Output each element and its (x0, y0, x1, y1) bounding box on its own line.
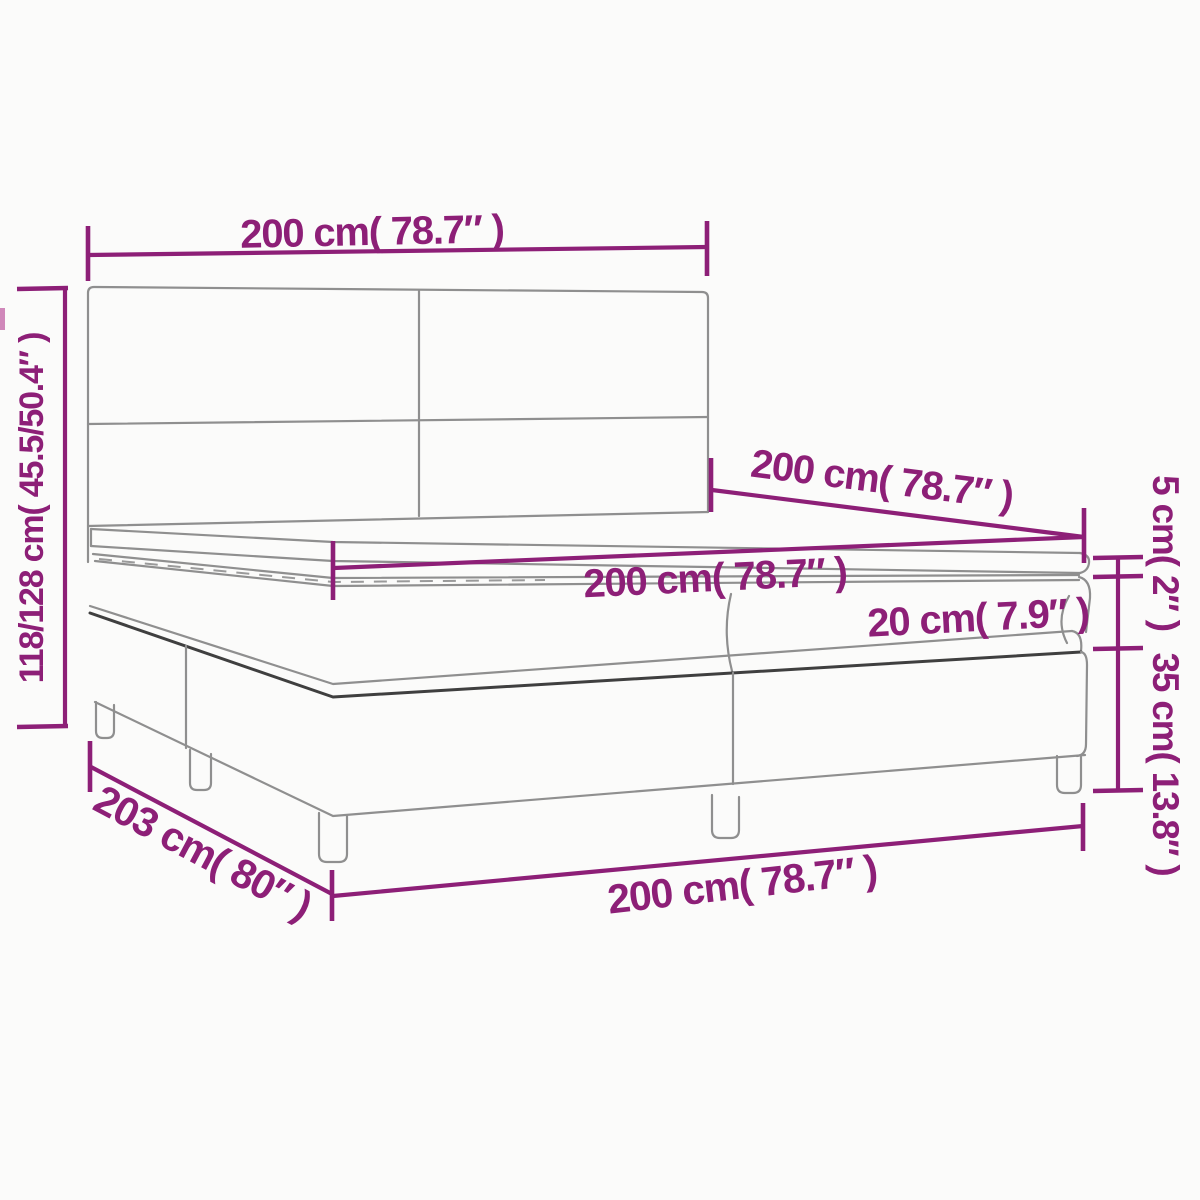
dim-bed-depth: 203 cm( 80″ ) (87, 741, 333, 929)
dim-line (332, 823, 1084, 899)
dim-tick (1092, 554, 1144, 561)
mattress-right-corner (1070, 629, 1083, 653)
dim-tick (16, 285, 69, 292)
dim-right-bracket: 5 cm( 2″ ) 35 cm( 13.8″ ) (1092, 475, 1186, 876)
dim-tick (16, 723, 69, 730)
base-top-edge (88, 611, 1083, 699)
dim-tick (1092, 645, 1144, 652)
dim-line (333, 534, 1085, 571)
bed-leg (1055, 754, 1083, 795)
dim-label-bed-depth: 203 cm( 80″ ) (87, 776, 319, 929)
bed-legs (94, 700, 1083, 864)
mattress-front-seam (725, 592, 734, 673)
headboard-mattress-junction (86, 510, 710, 528)
box-spring-base (88, 611, 1089, 818)
dim-label-topper-height: 5 cm( 2″ ) (1145, 475, 1186, 631)
dim-line (87, 244, 708, 258)
bed-leg (94, 700, 116, 740)
dim-line (711, 487, 1085, 540)
bed-leg (710, 793, 741, 840)
dim-tick (1092, 787, 1144, 794)
mattress-bottom-edge (88, 604, 1074, 686)
dim-label-base-height: 35 cm( 13.8″ ) (1145, 652, 1186, 875)
bed-leg (188, 748, 213, 792)
bed-leg (317, 811, 349, 864)
dim-label-mattress-depth: 200 cm( 78.7″ ) (748, 442, 1015, 519)
base-bottom-edge (93, 700, 1087, 818)
headboard (86, 285, 710, 564)
edge-artifact (0, 308, 5, 330)
dim-mattress-height: 20 cm( 7.9″ ) (866, 590, 1089, 646)
dim-label-headboard-width: 200 cm( 78.7″ ) (240, 207, 504, 257)
dim-label-headboard-height: 118/128 cm( 45.5/50.4″ ) (13, 333, 51, 683)
mattress-side-seam (1060, 594, 1071, 645)
dim-tick (1092, 573, 1144, 580)
dim-headboard-width: 200 cm( 78.7″ ) (85, 207, 710, 281)
dim-headboard-height: 118/128 cm( 45.5/50.4″ ) (13, 285, 69, 730)
dim-bed-width: 200 cm( 78.7″ ) (329, 803, 1086, 923)
base-right-edge (1075, 650, 1089, 758)
headboard-outline (86, 285, 710, 564)
dim-line (90, 765, 333, 896)
mattress-right-cap (1077, 575, 1092, 634)
headboard-horizontal-seam (86, 415, 710, 426)
topper-top-edge (89, 527, 1082, 555)
dim-label-mattress-height: 20 cm( 7.9″ ) (866, 590, 1089, 646)
